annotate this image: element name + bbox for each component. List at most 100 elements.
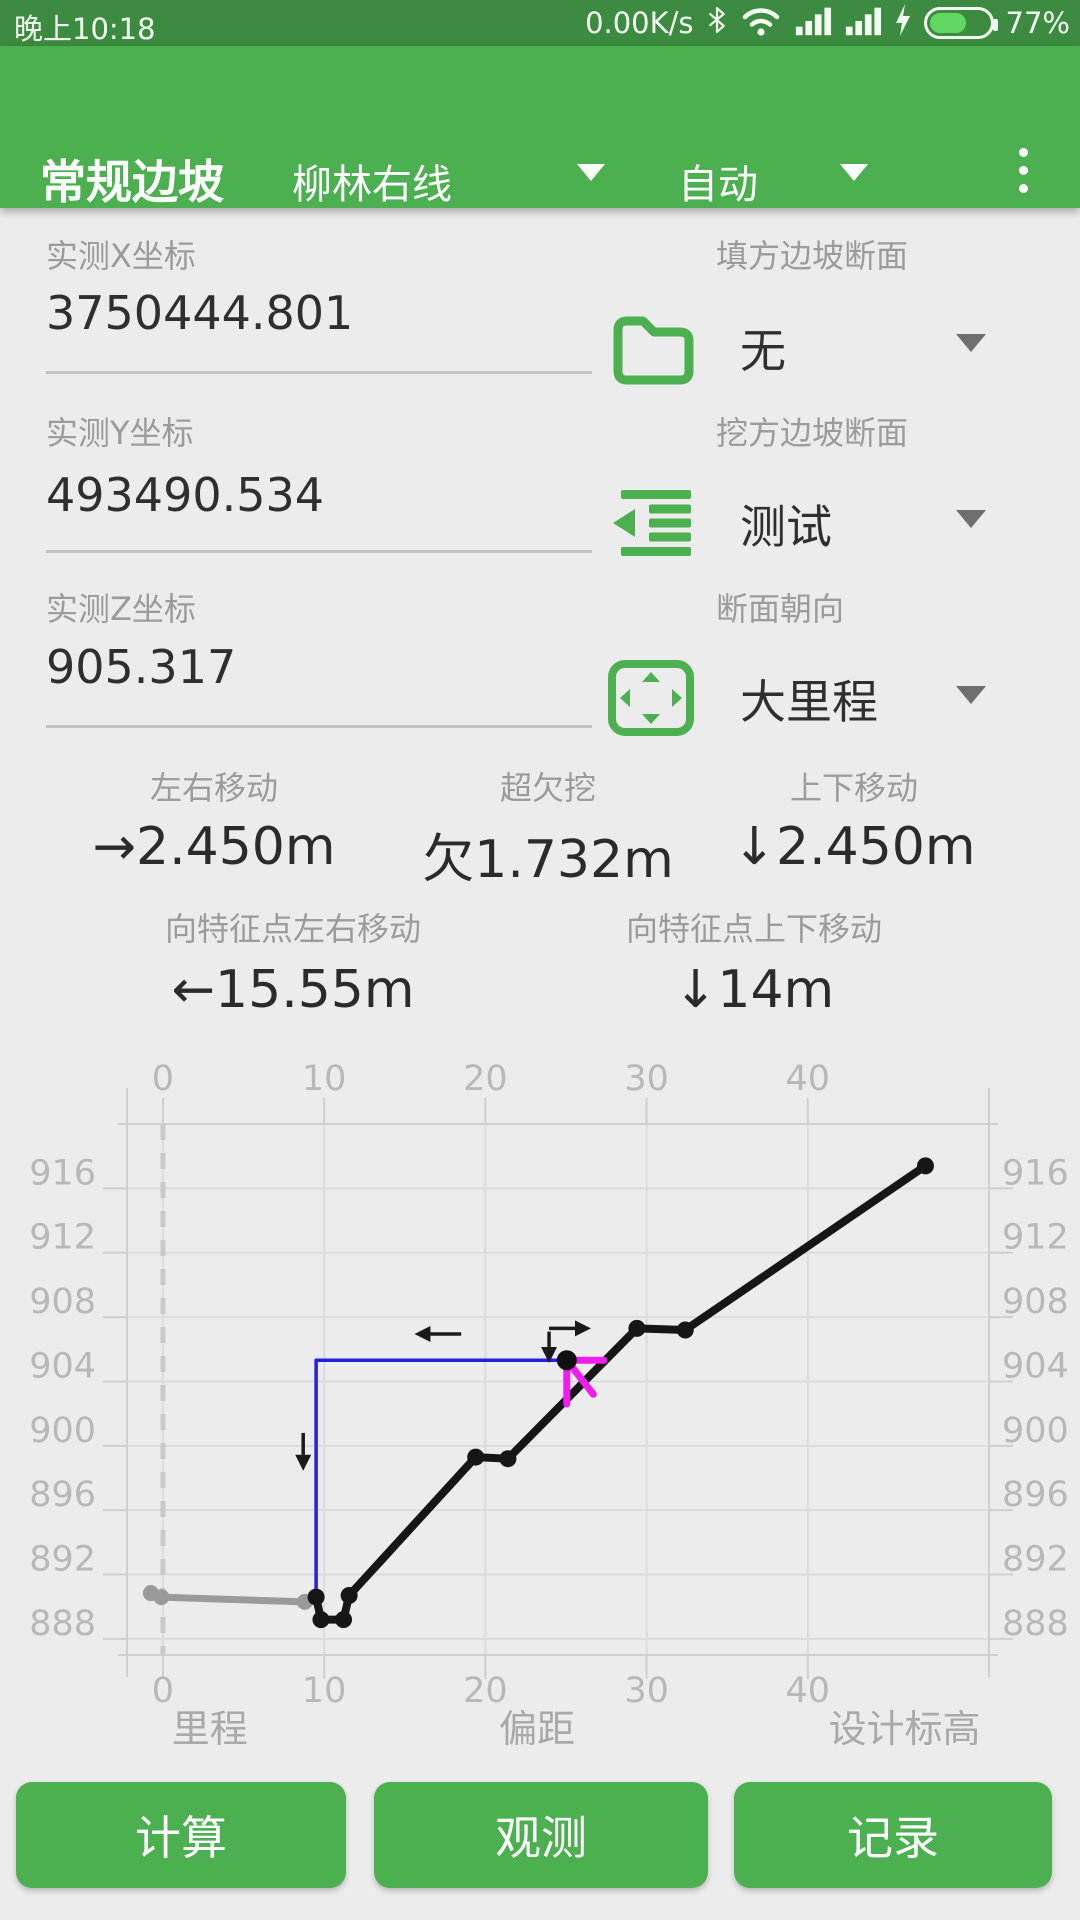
measured-surface-line-dot [153, 1589, 170, 1606]
design-profile-line-dot [467, 1448, 485, 1466]
overscan-arrows-icon[interactable] [607, 659, 695, 741]
to-feature-lr-label: 向特征点左右移动 [164, 910, 421, 948]
wifi-icon [740, 4, 782, 43]
axis-caption: 偏距 [499, 1707, 575, 1751]
line-selector-caret-icon[interactable] [577, 164, 605, 181]
move-right-arrow-head [574, 1320, 591, 1337]
design-profile-line-dot [628, 1319, 646, 1337]
measured-y-input[interactable]: 493490.534 [46, 468, 325, 522]
y-tick-left: 892 [29, 1540, 96, 1580]
y-tick-right: 896 [1002, 1475, 1069, 1515]
overcut-label: 超欠挖 [499, 769, 596, 807]
y-tick-left: 912 [29, 1218, 96, 1258]
battery-icon [923, 7, 998, 39]
app-bar: 常规边坡 柳林右线 自动 [0, 46, 1080, 209]
network-speed: 0.00K/s [585, 6, 694, 40]
observe-button[interactable]: 观测 [374, 1782, 708, 1888]
y-tick-left: 900 [29, 1411, 96, 1451]
y-tick-right: 892 [1002, 1540, 1069, 1580]
move-lr-label: 左右移动 [149, 769, 278, 807]
y-tick-right: 904 [1002, 1346, 1069, 1386]
x-tick-bottom: 0 [152, 1671, 174, 1711]
x-tick-bottom: 40 [786, 1671, 831, 1711]
move-ud-value: ↓2.450m [732, 817, 976, 877]
measured-x-underline [46, 371, 592, 374]
bluetooth-icon [706, 4, 728, 43]
x-tick-bottom: 10 [302, 1671, 347, 1711]
overcut-value: 欠1.732m [422, 830, 674, 890]
measured-y-underline [46, 550, 592, 553]
design-profile-line-dot [676, 1321, 694, 1339]
move-down-arrow-at-point-head [541, 1346, 558, 1363]
mode-selector[interactable]: 自动 [678, 162, 758, 208]
y-tick-right: 912 [1002, 1218, 1069, 1258]
page-title: 常规边坡 [40, 155, 224, 209]
y-tick-left: 904 [29, 1346, 96, 1386]
status-bar: 晚上10:18 0.00K/s 77% [0, 0, 1080, 46]
axis-caption: 设计标高 [829, 1707, 981, 1751]
measured-x-label: 实测X坐标 [46, 237, 196, 275]
measured-z-input[interactable]: 905.317 [46, 640, 237, 694]
design-profile-line-dot [916, 1157, 934, 1175]
design-profile-line-dot [335, 1611, 353, 1629]
design-profile-line-dot [307, 1588, 325, 1606]
y-tick-left: 916 [29, 1153, 96, 1193]
record-button[interactable]: 记录 [734, 1782, 1052, 1888]
y-tick-left: 908 [29, 1282, 96, 1322]
status-right-cluster: 0.00K/s 77% [585, 0, 1070, 46]
y-tick-right: 908 [1002, 1282, 1069, 1322]
measured-z-underline [46, 725, 592, 728]
measured-surface-line [147, 1589, 309, 1606]
move-ud-label: 上下移动 [789, 769, 918, 807]
signal-icon-sim1 [794, 4, 832, 43]
measured-x-input[interactable]: 3750444.801 [46, 286, 354, 340]
x-tick-top: 20 [463, 1059, 508, 1099]
fill-slope-section-label: 填方边坡断面 [716, 237, 909, 275]
move-left-arrow-head [414, 1325, 431, 1342]
x-tick-bottom: 30 [624, 1671, 669, 1711]
y-tick-left: 888 [29, 1604, 96, 1644]
axis-caption: 里程 [172, 1707, 248, 1751]
folder-icon[interactable] [607, 310, 695, 390]
to-feature-ud-value: ↓14m [673, 960, 835, 1020]
calculate-button[interactable]: 计算 [16, 1782, 346, 1888]
design-profile-line-dot [312, 1611, 330, 1629]
to-feature-lr-value: ←15.55m [171, 960, 415, 1020]
y-tick-right: 916 [1002, 1153, 1069, 1193]
y-tick-left: 896 [29, 1475, 96, 1515]
move-down-arrow-at-guide-head [295, 1454, 312, 1471]
line-selector[interactable]: 柳林右线 [292, 162, 452, 208]
measured-z-label: 实测Z坐标 [46, 590, 196, 628]
charging-bolt-icon [894, 3, 912, 43]
move-lr-value: →2.450m [92, 817, 336, 877]
indent-decrease-icon[interactable] [611, 490, 691, 560]
section-facing-caret-icon[interactable] [956, 686, 986, 704]
to-feature-ud-label: 向特征点上下移动 [625, 910, 882, 948]
design-profile-line-dot [340, 1586, 358, 1604]
measured-y-label: 实测Y坐标 [46, 414, 194, 452]
battery-percent: 77% [1005, 6, 1070, 40]
x-tick-top: 40 [786, 1059, 831, 1099]
cut-slope-caret-icon[interactable] [956, 510, 986, 528]
x-tick-top: 0 [152, 1059, 174, 1099]
signal-icon-sim2 [844, 4, 882, 43]
mode-selector-caret-icon[interactable] [840, 164, 868, 181]
fill-slope-section-select[interactable]: 无 [740, 324, 786, 378]
fill-slope-caret-icon[interactable] [956, 334, 986, 352]
overflow-menu-icon[interactable] [1019, 148, 1028, 193]
design-profile-line [312, 1161, 930, 1624]
cut-slope-section-select[interactable]: 测试 [740, 500, 832, 554]
x-tick-top: 10 [302, 1059, 347, 1099]
y-tick-right: 888 [1002, 1604, 1069, 1644]
section-facing-label: 断面朝向 [716, 590, 845, 628]
cut-slope-section-label: 挖方边坡断面 [716, 414, 909, 452]
profile-chart: 0 0 10 10 20 20 30 30 40 40 888 888 892 892 896 896 900 9… [29, 1059, 1069, 1751]
section-facing-select[interactable]: 大里程 [740, 675, 878, 729]
status-time: 晚上10:18 [14, 12, 156, 46]
measured-point-dot [556, 1350, 577, 1371]
x-tick-bottom: 20 [463, 1671, 508, 1711]
x-tick-top: 30 [624, 1059, 669, 1099]
move-guide-line [314, 1358, 569, 1599]
y-tick-right: 900 [1002, 1411, 1069, 1451]
